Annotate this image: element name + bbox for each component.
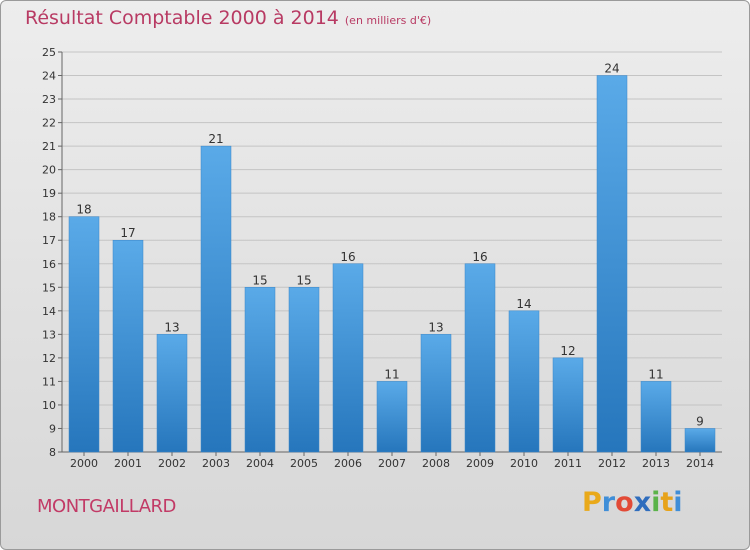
y-tick-label: 13	[42, 328, 56, 341]
x-tick-labels: 2000 2001 2002 2003 2004 2005 2006 2007 2008 2009…	[70, 457, 714, 470]
proxiti-logo: Proxiti	[582, 487, 683, 518]
x-tick-label: 2008	[422, 457, 450, 470]
x-tick-label: 2001	[114, 457, 142, 470]
bar	[332, 263, 364, 453]
x-tick-label: 2007	[378, 457, 406, 470]
x-tick-label: 2005	[290, 457, 318, 470]
bar	[68, 216, 100, 453]
value-label: 18	[76, 203, 91, 217]
logo-letter: P	[582, 487, 602, 518]
x-tick-label: 2002	[158, 457, 186, 470]
logo-letter: i	[651, 487, 661, 518]
x-tick-label: 2000	[70, 457, 98, 470]
bar	[464, 263, 496, 453]
bar	[244, 287, 276, 453]
value-label: 16	[472, 250, 487, 264]
y-tick-label: 20	[42, 164, 56, 177]
bar	[156, 334, 188, 453]
y-tick-label: 18	[42, 211, 56, 224]
value-label: 21	[208, 132, 223, 146]
y-tick-label: 8	[49, 446, 56, 459]
bar	[376, 381, 408, 453]
value-label: 15	[252, 273, 267, 287]
x-tick-label: 2013	[642, 457, 670, 470]
value-label: 17	[120, 226, 135, 240]
logo-letter: x	[633, 487, 652, 518]
logo-letter: r	[601, 487, 616, 518]
value-label: 12	[560, 344, 575, 358]
bar	[112, 239, 144, 453]
x-tick-label: 2003	[202, 457, 230, 470]
y-tick-label: 24	[42, 70, 56, 83]
y-tick-labels: 8 9 10 11 12 13 14 15 16 17 18 19 20 21 22 23 24 25	[42, 46, 56, 459]
chart-title: Résultat Comptable 2000 à 2014 (en millie…	[25, 7, 431, 29]
value-label: 24	[604, 62, 619, 76]
value-labels: 18 17 13 21 15 15 16 11 13 16 14 12 24 11 9	[76, 62, 703, 429]
y-tick-label: 19	[42, 187, 56, 200]
logo-letter: i	[673, 487, 683, 518]
bar	[200, 145, 232, 453]
y-tick-label: 17	[42, 234, 56, 247]
value-label: 11	[648, 367, 663, 381]
x-tick-label: 2004	[246, 457, 274, 470]
y-tick-label: 11	[42, 375, 56, 388]
bar	[552, 357, 584, 453]
chart-subtitle: (en milliers d'€)	[344, 14, 432, 27]
value-label: 9	[696, 414, 704, 428]
x-tick-label: 2009	[466, 457, 494, 470]
bar	[420, 334, 452, 453]
bar	[288, 287, 320, 453]
value-label: 11	[384, 367, 399, 381]
y-tick-label: 16	[42, 258, 56, 271]
bar	[596, 75, 628, 453]
y-tick-label: 10	[42, 399, 56, 412]
x-tick-label: 2006	[334, 457, 362, 470]
bar	[684, 428, 716, 453]
x-tick-label: 2011	[554, 457, 582, 470]
x-tick-label: 2014	[686, 457, 714, 470]
value-label: 13	[164, 320, 179, 334]
value-label: 16	[340, 250, 355, 264]
value-label: 13	[428, 320, 443, 334]
chart-title-text: Résultat Comptable 2000 à 2014	[25, 7, 339, 29]
y-tick-label: 25	[42, 46, 56, 59]
y-tick-label: 12	[42, 352, 56, 365]
value-label: 15	[296, 273, 311, 287]
x-tick-label: 2012	[598, 457, 626, 470]
bars	[68, 75, 716, 453]
y-tick-label: 15	[42, 281, 56, 294]
bar	[508, 310, 540, 453]
x-tick-label: 2010	[510, 457, 538, 470]
bar	[640, 381, 672, 453]
logo-letter: t	[660, 487, 674, 518]
y-tick-label: 22	[42, 117, 56, 130]
value-label: 14	[516, 297, 531, 311]
y-tick-label: 14	[42, 305, 56, 318]
logo-letter: o	[615, 487, 634, 518]
place-name: MONTGAILLARD	[37, 496, 176, 517]
y-tick-label: 23	[42, 93, 56, 106]
y-tick-label: 21	[42, 140, 56, 153]
y-tick-label: 9	[49, 422, 56, 435]
